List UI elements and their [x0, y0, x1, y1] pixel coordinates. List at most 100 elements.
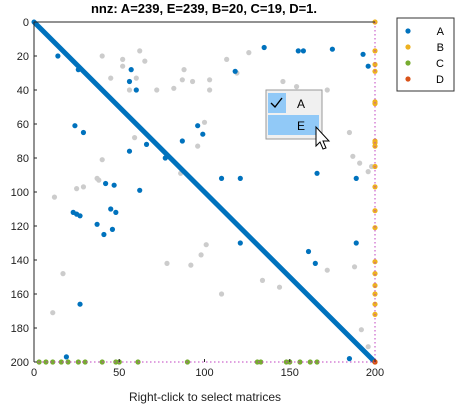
x-axis-label: Right-click to select matrices	[129, 390, 281, 404]
legend-label-b: B	[437, 42, 444, 54]
menu-check-background	[268, 93, 286, 113]
series-A-points	[55, 44, 371, 362]
series-E-point	[164, 260, 170, 266]
series-A-point	[329, 46, 335, 52]
series-A-point	[133, 87, 139, 93]
series-A-point	[218, 175, 225, 181]
series-B-point	[372, 61, 378, 68]
series-E-point	[259, 277, 266, 283]
legend-marker-c	[405, 60, 411, 66]
series-E-point	[51, 194, 58, 200]
series-E-point	[324, 87, 330, 93]
series-E-point	[120, 56, 126, 63]
series-E-point	[99, 157, 105, 163]
y-tick-label: 20	[17, 51, 29, 63]
series-A-point	[143, 141, 150, 147]
series-C-point	[58, 359, 64, 365]
series-A-point	[365, 63, 371, 69]
series-A-point	[108, 206, 114, 212]
series-E-point	[350, 153, 356, 159]
series-A-point	[346, 356, 353, 362]
series-E-point	[280, 78, 286, 85]
series-A-point	[360, 51, 366, 57]
series-E-point	[108, 75, 114, 81]
y-tick-label: 200	[11, 357, 29, 369]
y-tick-label: 80	[17, 153, 29, 165]
series-C-point	[50, 359, 56, 365]
y-tick-label: 140	[11, 255, 29, 267]
legend-marker-d	[405, 76, 411, 82]
series-E-point	[351, 264, 358, 270]
matrix-select-context-menu[interactable]: AE	[265, 89, 331, 150]
series-E-point	[203, 242, 209, 248]
series-A-point	[305, 248, 312, 255]
legend-marker-a	[405, 28, 411, 34]
x-tick-label: 200	[366, 367, 384, 379]
series-E-point	[358, 327, 364, 333]
series-E-point	[80, 184, 87, 190]
series-E-point	[181, 67, 187, 73]
series-E-point	[207, 87, 213, 93]
series-E-point	[179, 77, 185, 83]
series-E-point	[171, 85, 177, 91]
series-E-point	[137, 48, 143, 54]
series-A-point	[353, 240, 359, 246]
series-C-point	[297, 359, 303, 365]
series-A-point	[94, 221, 100, 227]
series-E-point	[50, 310, 56, 316]
legend-marker-b	[405, 44, 411, 50]
series-A-point	[113, 209, 119, 215]
series-A-point	[111, 182, 117, 188]
series-C-point	[82, 359, 88, 365]
series-A-point	[162, 155, 168, 161]
series-E-point	[154, 87, 160, 93]
series-B-point	[372, 301, 378, 307]
series-E-point	[126, 87, 133, 93]
series-E-point	[60, 271, 66, 277]
series-A-point	[75, 67, 81, 73]
series-E-point	[189, 78, 196, 85]
series-A-point	[261, 44, 267, 51]
series-A-point	[137, 187, 143, 193]
series-E-point	[99, 53, 105, 59]
legend-box[interactable]	[396, 17, 455, 92]
legend-label-d: D	[436, 74, 444, 86]
series-E-point	[133, 75, 139, 81]
series-E-point	[276, 284, 283, 290]
series-E-point	[201, 119, 208, 125]
y-tick-label: 100	[11, 187, 29, 199]
mouse-pointer-icon	[315, 125, 331, 150]
series-C-point	[258, 359, 264, 365]
series-E-point	[188, 262, 194, 268]
menu-item-e-label[interactable]: E	[297, 119, 305, 133]
series-C-point	[43, 359, 49, 365]
series-E-point	[324, 267, 330, 273]
series-B-point	[372, 101, 378, 107]
menu-item-a-label[interactable]: A	[297, 97, 305, 111]
series-E-point	[357, 160, 363, 166]
legend-label-c: C	[436, 58, 444, 70]
series-A-point	[63, 354, 69, 360]
legend-label-a: A	[437, 26, 445, 38]
series-A-point	[295, 48, 301, 54]
y-tick-label: 120	[11, 221, 29, 233]
series-C-point	[65, 359, 71, 365]
menu-item-e-highlight[interactable]	[268, 115, 319, 135]
series-A-point	[179, 138, 185, 144]
y-tick-label: 0	[23, 17, 29, 29]
series-A-point	[312, 260, 318, 266]
series-A-point	[200, 131, 206, 137]
series-E-point	[346, 129, 353, 136]
series-A-point	[109, 226, 116, 232]
series-E-point	[207, 77, 213, 83]
series-E-point	[365, 169, 371, 175]
series-A-point	[232, 68, 238, 74]
series-A-point	[80, 129, 87, 136]
series-A-diagonal	[31, 19, 378, 365]
x-tick-label: 0	[31, 367, 37, 379]
series-A-point	[128, 67, 134, 73]
series-E-point	[120, 63, 126, 69]
